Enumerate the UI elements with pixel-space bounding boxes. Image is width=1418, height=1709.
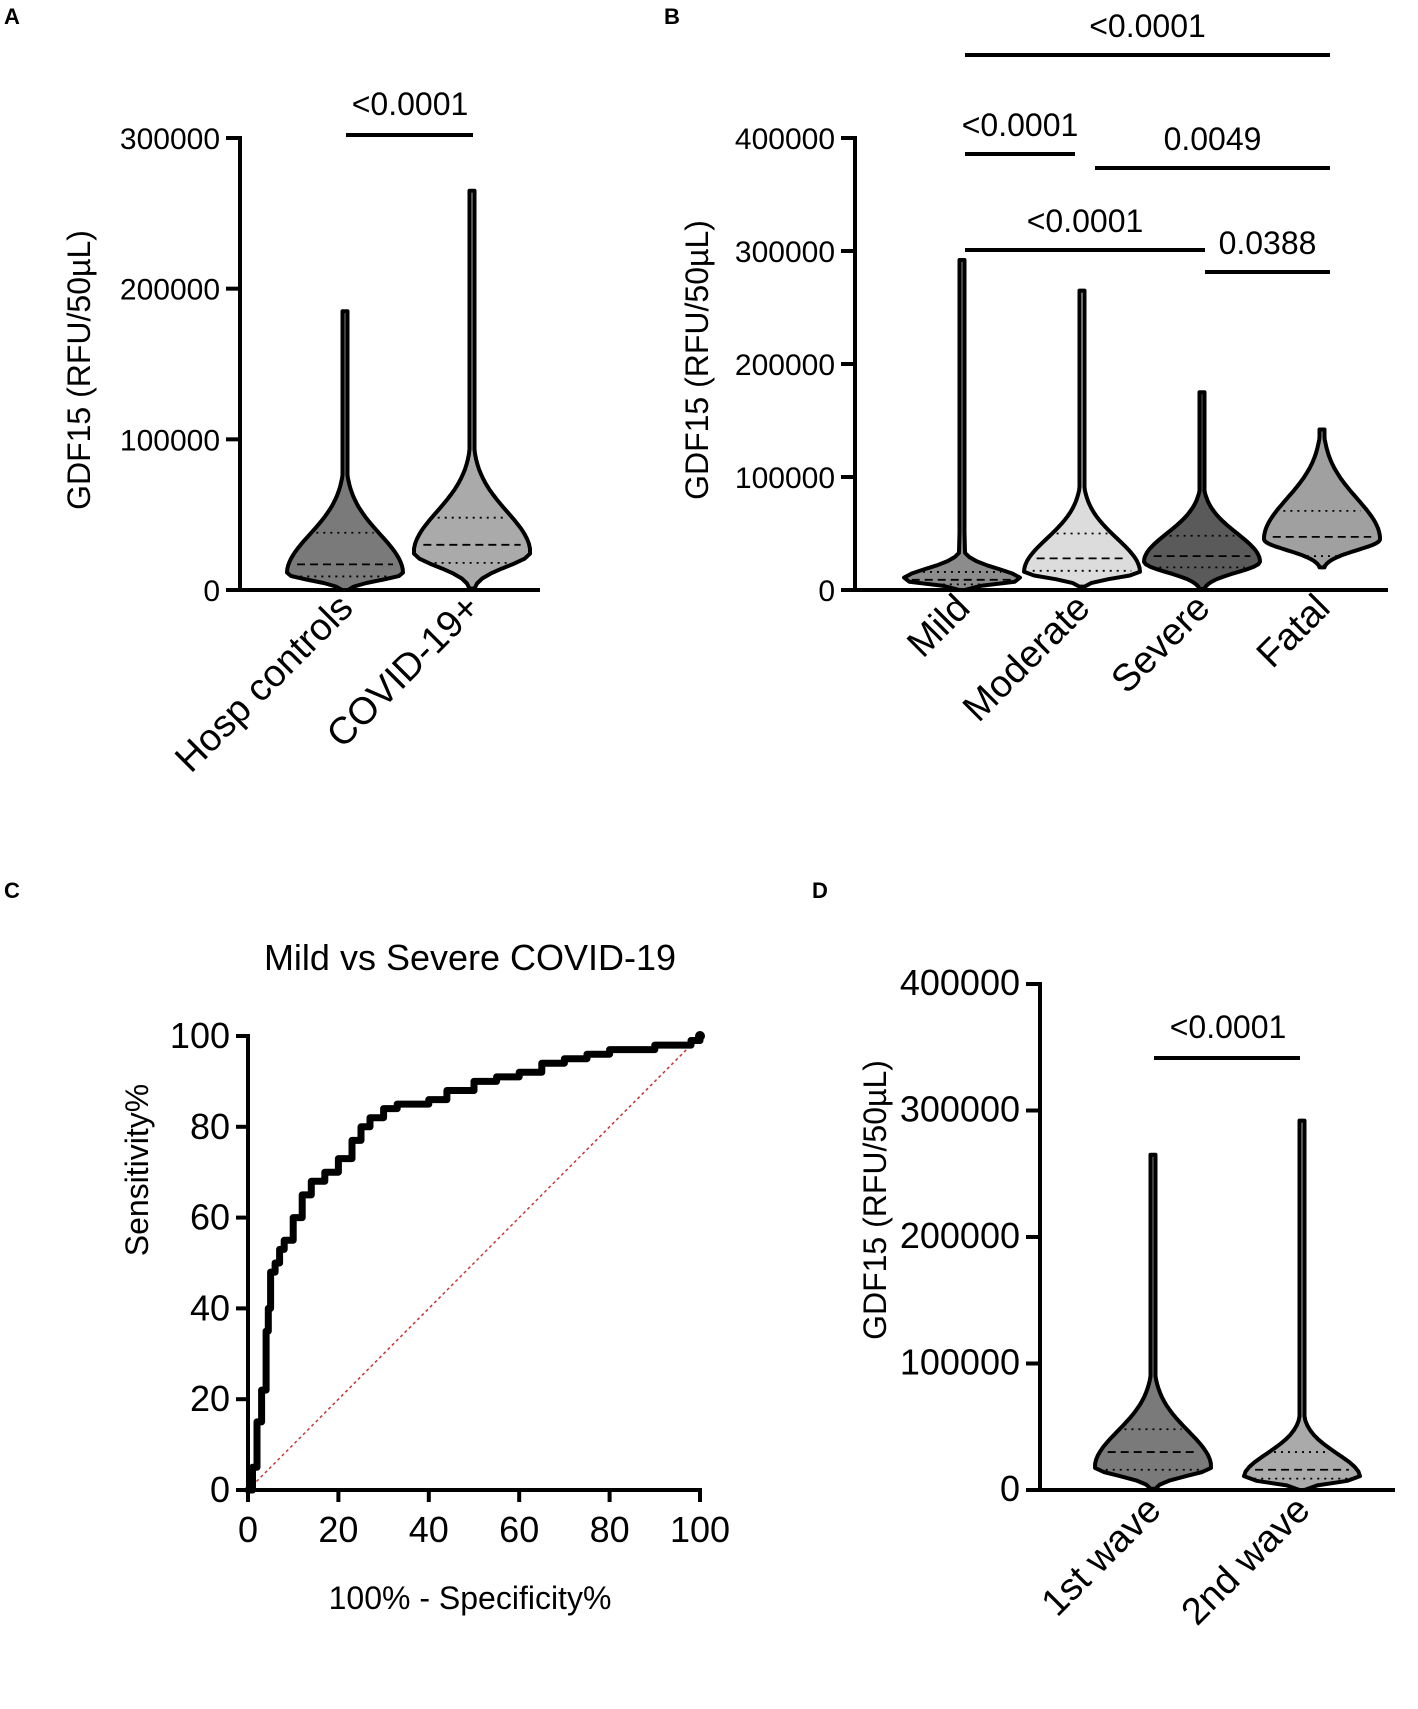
- violin-severe: [1142, 390, 1262, 591]
- panel-letter-a: A: [4, 4, 20, 29]
- y-tick-label: 100000: [900, 1342, 1020, 1383]
- roc-x-tick-label: 0: [238, 1509, 258, 1550]
- panel-c-x-axis-title: 100% - Specificity%: [329, 1580, 612, 1616]
- panel-b-y-axis-title: GDF15 (RFU/50µL): [679, 220, 715, 500]
- roc-curve: [244, 1032, 704, 1494]
- y-tick-label: 200000: [735, 349, 835, 382]
- roc-x-tick-label: 60: [499, 1509, 539, 1550]
- y-tick-label: 400000: [900, 962, 1020, 1003]
- panel-letter-d: D: [812, 878, 828, 903]
- y-tick-label: 400000: [735, 123, 835, 156]
- y-tick-label: 0: [818, 575, 835, 608]
- violin-covid-19-: [412, 188, 532, 591]
- roc-end-point: [695, 1031, 705, 1041]
- y-tick-label: 0: [203, 575, 220, 608]
- category-label: Severe: [1104, 587, 1219, 702]
- y-tick-label: 100000: [735, 462, 835, 495]
- panel-c-chart-title: Mild vs Severe COVID-19: [264, 937, 676, 978]
- roc-y-tick-label: 60: [190, 1197, 230, 1238]
- roc-y-tick-label: 40: [190, 1287, 230, 1328]
- y-tick-label: 200000: [900, 1215, 1020, 1256]
- roc-x-tick-label: 80: [590, 1509, 630, 1550]
- y-tick-label: 300000: [735, 236, 835, 269]
- y-tick-label: 300000: [900, 1089, 1020, 1130]
- panel-d-y-axis-title: GDF15 (RFU/50µL): [857, 1060, 893, 1340]
- violin-mild: [902, 258, 1022, 592]
- roc-reference-line: [247, 1035, 701, 1491]
- panel-a-violin-chart: GDF15 (RFU/50µL) 0 100000 200000 300000 Hosp…: [61, 86, 540, 781]
- panel-letter-b: B: [664, 4, 680, 29]
- violin-fatal: [1262, 427, 1382, 570]
- roc-y-tick-label: 100: [170, 1015, 230, 1056]
- y-tick-label: 0: [1000, 1468, 1020, 1509]
- category-label: Moderate: [955, 587, 1098, 730]
- panel-letter-c: C: [4, 878, 20, 903]
- violin-hosp-controls: [285, 309, 405, 592]
- category-label: 1st wave: [1034, 1489, 1170, 1625]
- violin-2nd-wave: [1242, 1118, 1362, 1492]
- y-tick-label: 200000: [120, 274, 220, 307]
- category-label: Fatal: [1249, 587, 1338, 676]
- significance-label: 0.0049: [1164, 121, 1262, 157]
- panel-d-violin-chart: GDF15 (RFU/50µL) 0 100000 200000 300000 4000…: [857, 962, 1395, 1633]
- roc-x-tick-label: 20: [318, 1509, 358, 1550]
- violin-moderate: [1022, 288, 1142, 589]
- panel-c-y-axis-title: Sensitivity%: [119, 1084, 155, 1257]
- roc-x-tick-label: 40: [409, 1509, 449, 1550]
- category-label: Hosp controls: [167, 587, 361, 781]
- panel-c-roc-chart: Mild vs Severe COVID-19 100% - Specifici…: [119, 937, 730, 1616]
- violin-1st-wave: [1093, 1152, 1213, 1491]
- roc-y-tick-label: 80: [190, 1106, 230, 1147]
- category-label: 2nd wave: [1174, 1489, 1319, 1634]
- panel-b-violin-chart: GDF15 (RFU/50µL) 0 100000 200000 300000 4000…: [679, 8, 1388, 730]
- y-tick-label: 100000: [120, 424, 220, 457]
- panel-a-y-axis-title: GDF15 (RFU/50µL): [61, 230, 97, 510]
- significance-label: <0.0001: [352, 86, 469, 122]
- significance-label: <0.0001: [1027, 203, 1144, 239]
- category-label: Mild: [899, 587, 978, 666]
- significance-label: <0.0001: [1170, 1009, 1287, 1045]
- significance-label: <0.0001: [1089, 8, 1206, 44]
- significance-label: <0.0001: [962, 107, 1079, 143]
- roc-y-tick-label: 20: [190, 1378, 230, 1419]
- roc-x-tick-label: 100: [670, 1509, 730, 1550]
- significance-label: 0.0388: [1219, 225, 1317, 261]
- roc-y-tick-label: 0: [210, 1469, 230, 1510]
- y-tick-label: 300000: [120, 123, 220, 156]
